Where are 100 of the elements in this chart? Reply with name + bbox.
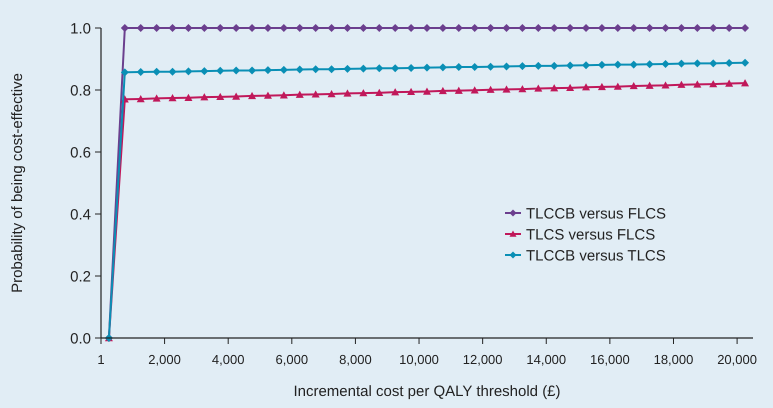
point [725, 79, 734, 87]
point [454, 63, 463, 72]
point [359, 89, 368, 96]
point [232, 66, 240, 74]
point [630, 60, 638, 69]
point [741, 24, 750, 32]
legend-label: TLCS versus FLCS [526, 226, 656, 244]
point [630, 82, 638, 90]
x-tick-label: 6,000 [276, 352, 308, 367]
point [518, 85, 526, 92]
y-tick-label: 1.0 [70, 20, 91, 38]
point [168, 68, 177, 76]
point [280, 66, 288, 74]
point [216, 66, 224, 75]
point [518, 62, 526, 70]
point [614, 82, 622, 90]
x-tick-label: 10,000 [399, 352, 439, 367]
x-tick-label: 20,000 [717, 352, 757, 367]
point [359, 64, 368, 73]
point [343, 64, 352, 73]
point [328, 90, 336, 98]
x-tick-label: 8,000 [339, 352, 372, 367]
point [375, 24, 384, 32]
y-tick-label: 0.2 [70, 268, 91, 286]
point [566, 62, 574, 70]
y-axis-title: Probability of being cost-effective [9, 73, 26, 293]
y-tick-label: 0.6 [70, 144, 91, 162]
point [486, 86, 495, 93]
y-tick-label: 0.8 [70, 82, 91, 100]
point [391, 24, 400, 32]
point [438, 86, 447, 94]
point [280, 24, 288, 32]
point [741, 79, 750, 86]
point [296, 90, 304, 98]
x-tick-label: 14,000 [526, 352, 566, 367]
point [709, 80, 718, 88]
point [725, 59, 734, 68]
point [120, 24, 129, 32]
point [152, 68, 161, 76]
point [248, 66, 256, 74]
point [391, 64, 400, 72]
point [454, 86, 463, 94]
point [184, 67, 192, 76]
x-tick-label: 2,000 [148, 352, 181, 367]
point [646, 82, 654, 89]
point [725, 24, 734, 32]
point [200, 67, 208, 76]
point [120, 68, 129, 76]
point [280, 91, 288, 98]
point [454, 24, 463, 32]
point [152, 94, 161, 102]
point [502, 85, 510, 93]
point [296, 24, 304, 32]
point [486, 62, 495, 71]
point [264, 92, 272, 99]
point [216, 92, 224, 100]
point [296, 66, 304, 74]
point [582, 83, 590, 90]
point [550, 84, 558, 92]
point [502, 62, 510, 70]
legend-label: TLCCB versus TLCS [526, 247, 666, 264]
x-tick-label: 16,000 [590, 352, 630, 367]
point [534, 24, 542, 32]
point [136, 24, 145, 32]
point [741, 58, 750, 67]
point [550, 62, 558, 70]
point [630, 24, 638, 32]
point [646, 60, 654, 68]
point [646, 24, 654, 32]
point [422, 88, 431, 95]
point [216, 24, 224, 32]
point [200, 93, 208, 100]
point [312, 65, 320, 74]
point [328, 65, 336, 74]
point [709, 59, 718, 68]
point [470, 86, 479, 94]
point [438, 24, 447, 32]
point [312, 24, 320, 32]
point [152, 24, 161, 32]
point [662, 60, 670, 68]
x-axis-title: Incremental cost per QALY threshold (£) [293, 383, 561, 400]
point [136, 94, 145, 102]
point [359, 24, 368, 32]
point [232, 24, 240, 32]
point [312, 90, 320, 98]
point [438, 63, 447, 72]
point [550, 24, 558, 32]
point [598, 60, 606, 69]
point [677, 60, 686, 68]
point [614, 24, 622, 32]
point [614, 60, 622, 69]
point [693, 24, 702, 32]
x-tick-label: 1 [97, 352, 105, 367]
y-tick-label: 0.4 [70, 206, 91, 224]
x-tick-label: 12,000 [462, 352, 503, 367]
point [534, 84, 542, 92]
point [407, 64, 416, 72]
point [168, 94, 177, 102]
point [582, 61, 590, 70]
point [470, 24, 479, 32]
